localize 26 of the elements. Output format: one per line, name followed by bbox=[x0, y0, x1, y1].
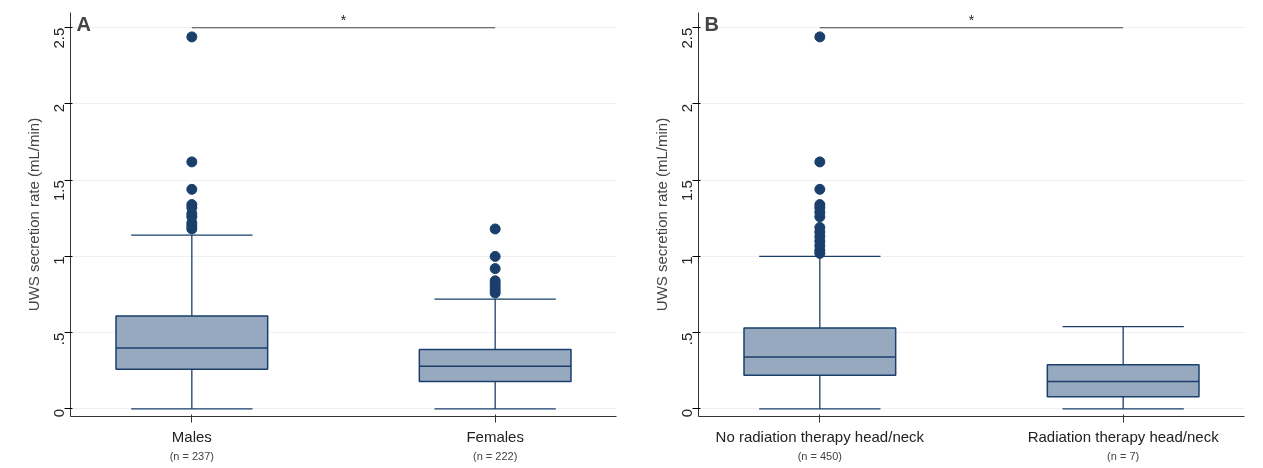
text: (n = 7) bbox=[1107, 449, 1140, 462]
y-axis-title: UWS secretion rate (mL/min) bbox=[652, 117, 670, 312]
text: (n = 450) bbox=[797, 449, 843, 462]
x-tick-label: Females bbox=[466, 427, 524, 445]
y-tick-label: 1 bbox=[50, 256, 68, 265]
y-tick-label: 2.5 bbox=[50, 27, 68, 49]
y-axis-title: UWS secretion rate (mL/min) bbox=[24, 117, 42, 312]
y-tick-label: 2 bbox=[678, 103, 696, 113]
x-tick-label: Males bbox=[171, 427, 212, 445]
y-tick-label: 2 bbox=[50, 103, 68, 113]
y-tick-label: 1.5 bbox=[678, 180, 696, 202]
text: (n = 237) bbox=[169, 449, 215, 462]
y-tick-label: 0 bbox=[50, 408, 68, 418]
annotation: * bbox=[968, 11, 975, 28]
y-tick-label: .5 bbox=[678, 332, 696, 346]
x-tick-label: No radiation therapy head/neck bbox=[715, 427, 925, 445]
chart-title: B bbox=[704, 12, 719, 35]
text: (n = 222) bbox=[473, 449, 518, 462]
y-tick-label: 1.5 bbox=[50, 180, 68, 202]
annotation: * bbox=[340, 11, 347, 28]
y-tick-label: 2.5 bbox=[678, 27, 696, 49]
chart-title: A bbox=[76, 12, 91, 35]
y-tick-label: .5 bbox=[50, 332, 68, 346]
y-tick-label: 1 bbox=[678, 256, 696, 265]
y-tick-label: 0 bbox=[678, 408, 696, 418]
x-tick-label: Radiation therapy head/neck bbox=[1027, 427, 1220, 445]
